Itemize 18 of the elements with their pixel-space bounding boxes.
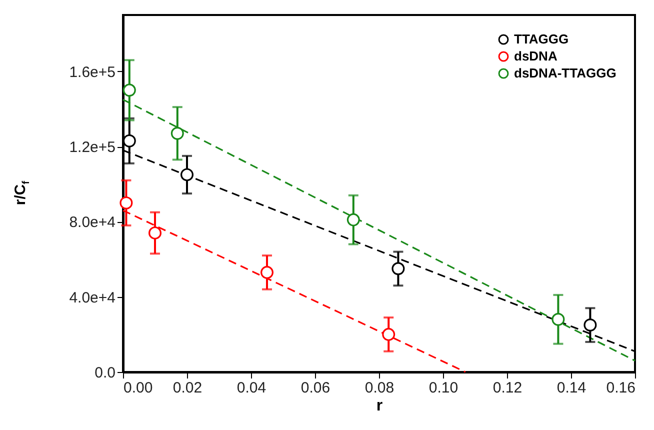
x-tick-label: 0.12 <box>492 380 522 396</box>
legend-label: dsDNA-TTAGGG <box>514 66 616 80</box>
x-tick-label: 0.08 <box>364 380 394 396</box>
legend-label: dsDNA <box>514 48 558 64</box>
x-tick-label: 0.06 <box>300 380 330 396</box>
y-tick-label: 1.2e+5 <box>69 139 116 156</box>
y-tick-label: 0.0 <box>94 364 116 382</box>
x-tick-label: 0.02 <box>172 380 202 396</box>
y-tick-label: 1.6e+5 <box>69 64 116 81</box>
y-tick-label: 4.0e+4 <box>69 289 116 306</box>
x-tick-label: 0.16 <box>606 380 636 396</box>
x-tick-label: 0.04 <box>236 380 266 396</box>
x-tick-label: 0.00 <box>124 380 153 396</box>
legend-label: TTAGGG <box>514 32 569 46</box>
x-tick-label: 0.10 <box>428 380 458 396</box>
y-tick-label: 8.0e+4 <box>69 214 116 232</box>
x-axis-title: r <box>376 398 383 414</box>
x-tick-label: 0.14 <box>556 380 586 396</box>
